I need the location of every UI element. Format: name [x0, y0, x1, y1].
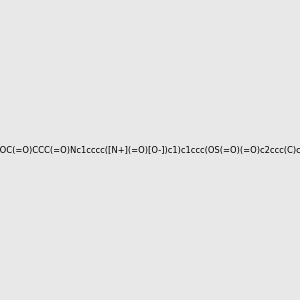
Text: O=C(COC(=O)CCC(=O)Nc1cccc([N+](=O)[O-])c1)c1ccc(OS(=O)(=O)c2ccc(C)cc2)cc1: O=C(COC(=O)CCC(=O)Nc1cccc([N+](=O)[O-])c… [0, 146, 300, 154]
